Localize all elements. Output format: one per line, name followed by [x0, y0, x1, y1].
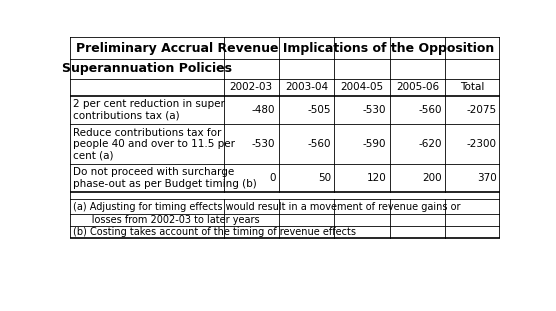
Text: -560: -560	[418, 105, 441, 115]
Text: Reduce contributions tax for: Reduce contributions tax for	[73, 128, 221, 138]
Text: Do not proceed with surcharge: Do not proceed with surcharge	[73, 168, 234, 178]
Text: cent (a): cent (a)	[73, 151, 113, 160]
Text: -2075: -2075	[467, 105, 497, 115]
Text: -530: -530	[363, 105, 386, 115]
Text: losses from 2002-03 to later years: losses from 2002-03 to later years	[73, 215, 260, 225]
Text: (b) Costing takes account of the timing of revenue effects: (b) Costing takes account of the timing …	[73, 227, 356, 237]
Text: 0: 0	[269, 173, 275, 183]
Text: 2 per cent reduction in super: 2 per cent reduction in super	[73, 100, 225, 109]
Text: 2005-06: 2005-06	[396, 82, 439, 92]
Text: -505: -505	[307, 105, 331, 115]
Bar	[70, 37, 500, 238]
Text: 2002-03: 2002-03	[230, 82, 273, 92]
Text: -620: -620	[418, 139, 441, 149]
Text: -2300: -2300	[467, 139, 497, 149]
Text: Preliminary Accrual Revenue Implications of the Opposition: Preliminary Accrual Revenue Implications…	[76, 42, 494, 55]
Text: (a) Adjusting for timing effects would result in a movement of revenue gains or: (a) Adjusting for timing effects would r…	[73, 202, 460, 211]
Text: -590: -590	[363, 139, 386, 149]
Text: 2003-04: 2003-04	[285, 82, 328, 92]
Text: -560: -560	[307, 139, 331, 149]
Text: 200: 200	[422, 173, 441, 183]
Text: contributions tax (a): contributions tax (a)	[73, 111, 180, 121]
Text: 2004-05: 2004-05	[340, 82, 384, 92]
Text: 50: 50	[317, 173, 331, 183]
Text: Superannuation Policies: Superannuation Policies	[62, 62, 231, 75]
Text: people 40 and over to 11.5 per: people 40 and over to 11.5 per	[73, 139, 235, 149]
Text: phase-out as per Budget timing (b): phase-out as per Budget timing (b)	[73, 179, 257, 189]
Text: 120: 120	[366, 173, 386, 183]
Text: -530: -530	[252, 139, 275, 149]
Text: Total: Total	[460, 82, 485, 92]
Text: 370: 370	[477, 173, 497, 183]
Text: -480: -480	[252, 105, 275, 115]
